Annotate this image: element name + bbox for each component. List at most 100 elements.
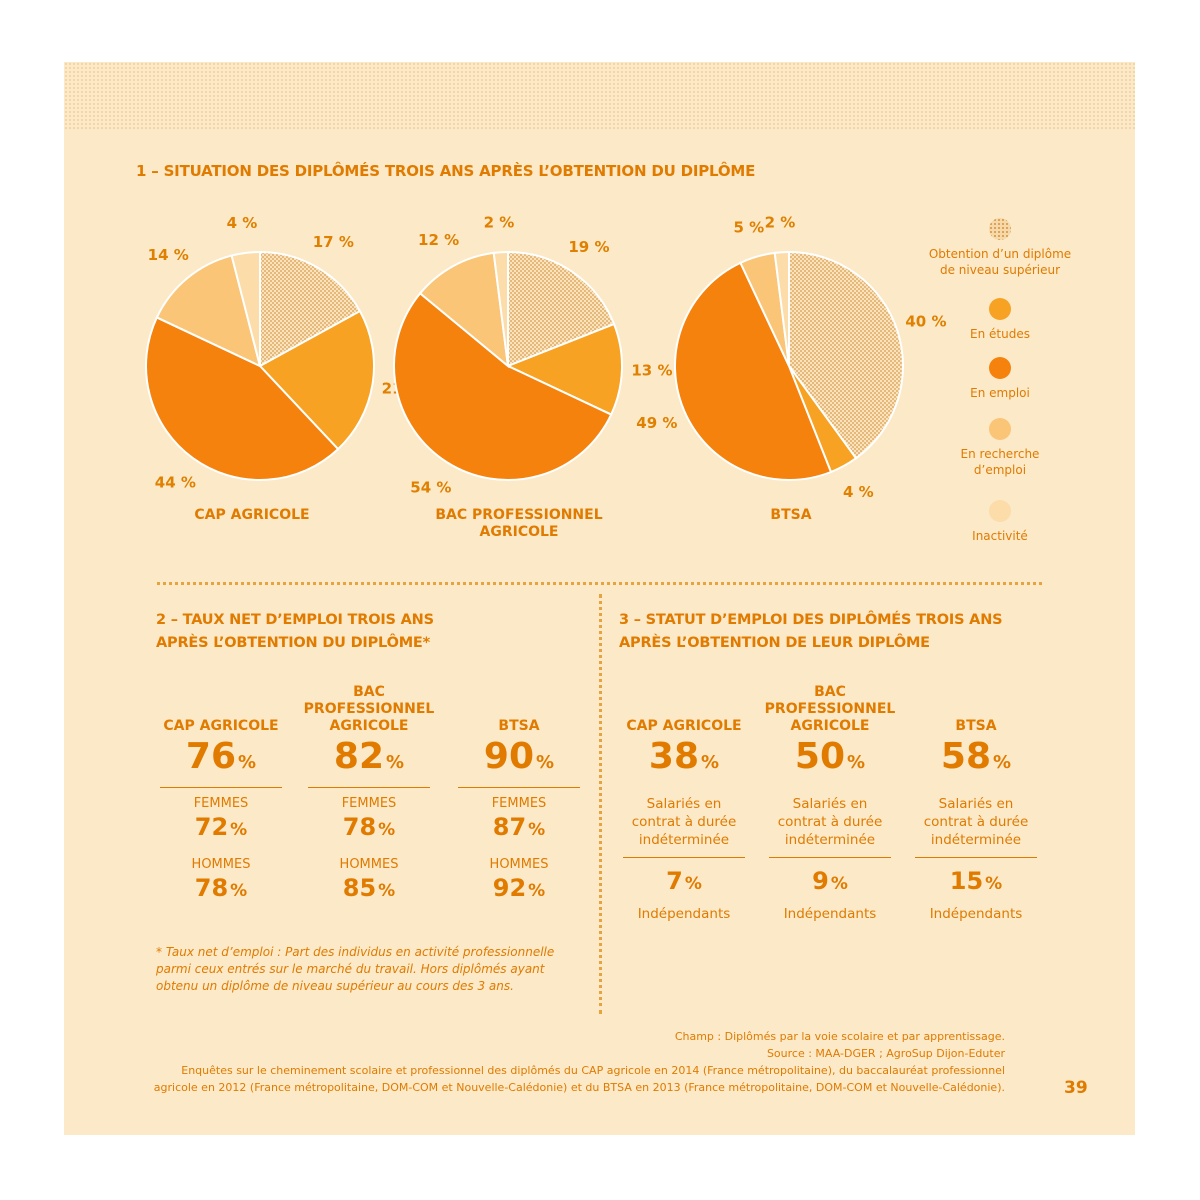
men-label: HOMMES	[191, 857, 251, 872]
indep-label: Indépendants	[929, 906, 1023, 922]
column-title: CAP AGRICOLE	[163, 718, 279, 734]
pie-value-label-btsa-0: 40 %	[905, 313, 946, 331]
pie-value-label-btsa-1: 4 %	[843, 483, 874, 501]
pie-slice-bac-3	[418, 251, 510, 369]
pie-value-label-cap-3: 14 %	[148, 246, 189, 264]
pie-title-btsa: BTSA	[770, 507, 812, 523]
pie-title-bac: BAC PROFESSIONNEL AGRICOLE	[435, 507, 603, 540]
pie-value-label-bac-2: 54 %	[410, 479, 451, 497]
column-title: BAC PROFESSIONNEL AGRICOLE	[303, 684, 435, 734]
legend-label: Inactivité	[972, 529, 1028, 543]
indep-value: 15%	[949, 867, 1003, 895]
legend-item-emploi: En emploi	[925, 357, 1075, 401]
rule	[308, 787, 430, 788]
pie-slice-cap-3	[155, 254, 262, 368]
legend-label: En études	[970, 327, 1030, 341]
rate-men: 78%	[194, 874, 248, 902]
pie-slice-bac-0	[507, 250, 616, 368]
rate-column-btsa: BTSA 90% FEMMES 87% HOMMES 92%	[444, 684, 594, 906]
rate-total: 82%	[333, 736, 405, 777]
rate-men: 85%	[342, 874, 396, 902]
rate-women: 87%	[492, 813, 546, 841]
indep-value: 9%	[812, 867, 848, 895]
indep-label: Indépendants	[637, 906, 731, 922]
section3-title: 3 – STATUT D’EMPLOI DES DIPLÔMÉS TROIS A…	[619, 609, 1003, 655]
rate-total: 90%	[483, 736, 555, 777]
rate-men: 92%	[492, 874, 546, 902]
status-column-cap: CAP AGRICOLE 38% Salariés en contrat à d…	[609, 684, 759, 923]
column-title: BAC PROFESSIONNEL AGRICOLE	[764, 684, 896, 734]
pie-value-label-bac-3: 12 %	[418, 231, 459, 249]
section2-title-line2: APRÈS L’OBTENTION DU DIPLÔME*	[156, 635, 431, 651]
section1-title: 1 – SITUATION DES DIPLÔMÉS TROIS ANS APR…	[136, 162, 756, 180]
legend-item-inactivite: Inactivité	[925, 500, 1075, 544]
pie-value-label-btsa-2: 49 %	[636, 414, 677, 432]
pie-value-label-bac-0: 19 %	[568, 238, 609, 256]
page-panel: 1 – SITUATION DES DIPLÔMÉS TROIS ANS APR…	[64, 62, 1135, 1135]
cdi-label: Salariés en contrat à durée indéterminée	[631, 796, 737, 848]
cdi-value: 50%	[794, 736, 866, 777]
pie-slice-cap-2	[145, 316, 340, 481]
dotted-header-band	[64, 62, 1135, 130]
column-title: BTSA	[498, 718, 540, 734]
pie-slice-cap-0	[259, 250, 362, 368]
rule	[915, 857, 1037, 858]
rate-column-bac: BAC PROFESSIONNEL AGRICOLE 82% FEMMES 78…	[294, 684, 444, 906]
legend-item-recherche: En recherche d’emploi	[925, 418, 1075, 478]
legend-label: En recherche d’emploi	[960, 447, 1040, 477]
page-number: 39	[1064, 1078, 1088, 1098]
source-notes: Champ : Diplômés par la voie scolaire et…	[105, 1028, 1005, 1096]
pie-value-label-bac-1: 13 %	[631, 362, 672, 380]
rate-total: 76%	[185, 736, 257, 777]
pie-value-label-cap-4: 4 %	[227, 214, 258, 232]
legend-swatch-dots-icon	[989, 218, 1011, 240]
status-column-btsa: BTSA 58% Salariés en contrat à durée ind…	[901, 684, 1051, 923]
rate-column-cap: CAP AGRICOLE 76% FEMMES 72% HOMMES 78%	[146, 684, 296, 906]
section3-title-line1: 3 – STATUT D’EMPLOI DES DIPLÔMÉS TROIS A…	[619, 612, 1003, 628]
section2-title: 2 – TAUX NET D’EMPLOI TROIS ANS APRÈS L’…	[156, 609, 434, 655]
pie-slice-bac-4	[492, 250, 509, 367]
men-label: HOMMES	[489, 857, 549, 872]
pie-slice-cap-4	[230, 250, 261, 367]
legend-swatch-icon	[989, 357, 1011, 379]
rule	[769, 857, 891, 858]
cdi-value: 58%	[940, 736, 1012, 777]
rate-women: 78%	[342, 813, 396, 841]
cdi-label: Salariés en contrat à durée indéterminée	[777, 796, 883, 848]
legend-swatch-icon	[989, 298, 1011, 320]
source-line: agricole en 2012 (France métropolitaine,…	[153, 1081, 1005, 1094]
section3-title-line2: APRÈS L’OBTENTION DE LEUR DIPLÔME	[619, 635, 930, 651]
pie-slice-bac-1	[505, 322, 623, 416]
status-column-bac: BAC PROFESSIONNEL AGRICOLE 50% Salariés …	[755, 684, 905, 923]
footnote: * Taux net d’emploi : Part des individus…	[156, 945, 555, 993]
women-label: FEMMES	[341, 796, 397, 811]
column-title: CAP AGRICOLE	[626, 718, 742, 734]
rule	[458, 787, 580, 788]
pie-slice-cap-1	[258, 309, 375, 451]
men-label: HOMMES	[339, 857, 399, 872]
pie-charts: 17 %21 %44 %14 %4 %19 %13 %54 %12 %2 %40…	[145, 213, 947, 501]
section2-title-line1: 2 – TAUX NET D’EMPLOI TROIS ANS	[156, 612, 434, 628]
legend-swatch-icon	[989, 500, 1011, 522]
pie-value-label-btsa-4: 2 %	[765, 213, 796, 231]
vertical-divider	[599, 594, 602, 1014]
source-line: Source : MAA-DGER ; AgroSup Dijon-Eduter	[766, 1047, 1005, 1060]
cdi-value: 38%	[648, 736, 720, 777]
women-label: FEMMES	[491, 796, 547, 811]
pie-slice-btsa-0	[788, 250, 904, 460]
rate-women: 72%	[194, 813, 248, 841]
horizontal-divider	[157, 582, 1042, 585]
source-line: Champ : Diplômés par la voie scolaire et…	[674, 1030, 1005, 1043]
legend-item-diplome: Obtention d’un diplôme de niveau supérie…	[925, 218, 1075, 278]
women-label: FEMMES	[193, 796, 249, 811]
legend-label: En emploi	[970, 386, 1030, 400]
rule	[160, 787, 282, 788]
column-title: BTSA	[955, 718, 997, 734]
pie-title-cap: CAP AGRICOLE	[194, 507, 310, 523]
pie-value-label-btsa-3: 5 %	[733, 219, 764, 237]
cdi-label: Salariés en contrat à durée indéterminée	[923, 796, 1029, 848]
rule	[623, 857, 745, 858]
legend-item-etudes: En études	[925, 298, 1075, 342]
pie-slice-btsa-4	[773, 250, 790, 367]
source-line: Enquêtes sur le cheminement scolaire et …	[181, 1064, 1005, 1077]
